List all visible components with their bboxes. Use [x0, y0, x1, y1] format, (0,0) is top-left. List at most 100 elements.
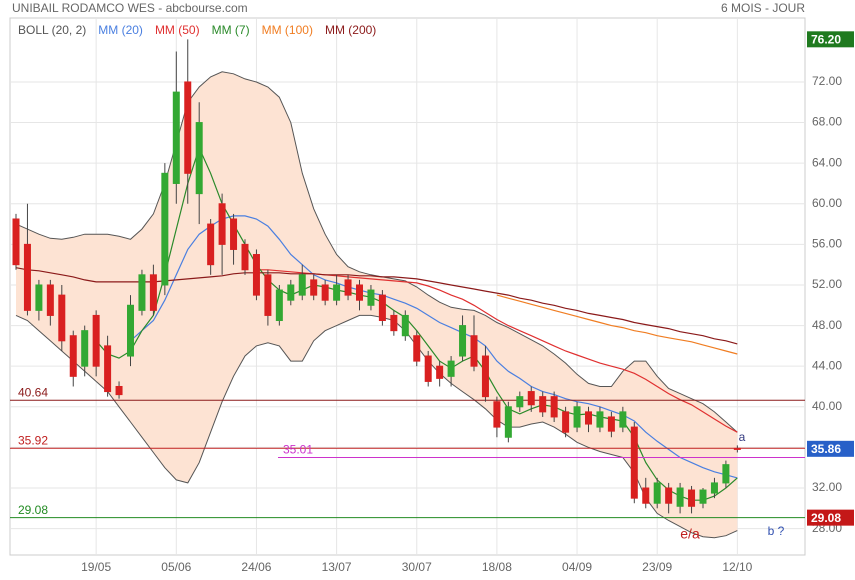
candle-body [688, 489, 696, 507]
candle-body [264, 274, 272, 316]
chart-title: UNIBAIL RODAMCO WES - abcbourse.com [12, 1, 248, 15]
y-tick-label: 40.00 [812, 399, 842, 413]
price-tag-label: 35.86 [811, 442, 841, 456]
candle-body [69, 335, 77, 377]
candle-body [733, 447, 741, 450]
candle-body [710, 482, 718, 494]
candle-body [630, 426, 638, 499]
candle-body [310, 279, 318, 296]
candle-body [241, 243, 249, 271]
candle-body [596, 411, 604, 428]
candle-body [619, 411, 627, 428]
candle-body [195, 122, 203, 195]
candle-body [207, 223, 215, 266]
level-label: 35.92 [18, 433, 48, 447]
x-tick-label: 13/07 [322, 560, 352, 574]
x-tick-label: 04/09 [562, 560, 592, 574]
candle-body [562, 411, 570, 433]
candle-body [92, 314, 100, 367]
candle-body [172, 91, 180, 184]
y-tick-label: 60.00 [812, 196, 842, 210]
candle-body [642, 487, 650, 504]
candle-body [275, 289, 283, 322]
y-tick-label: 64.00 [812, 155, 842, 169]
candle-body [287, 284, 295, 301]
candle-body [161, 172, 169, 286]
y-tick-label: 32.00 [812, 480, 842, 494]
candle-body [607, 416, 615, 432]
x-tick-label: 12/10 [722, 560, 752, 574]
legend-item: MM (100) [262, 23, 313, 37]
candle-body [321, 284, 329, 301]
candle-body [138, 274, 146, 311]
legend-item: MM (7) [212, 23, 250, 37]
candle-body [539, 396, 547, 413]
candle-body [12, 218, 20, 266]
price-tag [807, 31, 854, 48]
candle-body [722, 464, 730, 484]
level-label: 40.64 [18, 385, 48, 399]
price-tag [807, 509, 854, 526]
candle-body [184, 81, 192, 174]
candle-body [127, 304, 134, 357]
candle-body [115, 385, 123, 396]
level-label: 35.01 [283, 443, 313, 457]
candle-body [356, 284, 363, 301]
candle-body [149, 274, 157, 311]
candle-body [527, 391, 535, 406]
x-tick-label: 23/09 [642, 560, 672, 574]
candle-body [81, 330, 89, 367]
candle-body [653, 482, 661, 504]
candle-body [459, 325, 467, 357]
candle-body [378, 294, 386, 322]
legend-item: MM (20) [98, 23, 143, 37]
candle-body [676, 487, 684, 507]
y-tick-label: 52.00 [812, 277, 842, 291]
ma-line [15, 267, 738, 345]
y-tick-label: 44.00 [812, 358, 842, 372]
candle-body [413, 335, 421, 362]
x-tick-label: 05/06 [161, 560, 191, 574]
candle-body [104, 345, 112, 393]
candle-body [401, 314, 409, 337]
annotation: e/a [680, 526, 700, 542]
candle-body [424, 355, 432, 382]
candle-body [504, 406, 512, 438]
annotation: a [739, 430, 746, 444]
price-tag-label: 76.20 [811, 32, 841, 46]
legend-item: BOLL (20, 2) [18, 23, 86, 37]
candle-body [481, 355, 489, 398]
y-tick-label: 72.00 [812, 74, 842, 88]
x-tick-label: 19/05 [81, 560, 111, 574]
x-tick-label: 30/07 [402, 560, 432, 574]
candle-body [699, 489, 707, 504]
candle-body [470, 335, 478, 367]
legend-item: MM (50) [155, 23, 200, 37]
candle-body [585, 411, 592, 425]
candle-body [58, 294, 66, 342]
bollinger-lower [15, 314, 738, 539]
x-tick-label: 18/08 [482, 560, 512, 574]
candle-body [252, 254, 260, 296]
chart-subtitle: 6 MOIS - JOUR [721, 1, 805, 15]
candle-body [218, 203, 226, 245]
candle-body [447, 360, 455, 377]
candle-body [436, 365, 444, 379]
y-tick-label: 56.00 [812, 237, 842, 251]
ma-line [496, 294, 738, 355]
annotation: b ? [768, 524, 785, 538]
price-tag [807, 440, 854, 457]
x-tick-label: 24/06 [241, 560, 271, 574]
candle-body [665, 487, 673, 504]
candle-body [550, 396, 558, 418]
candle-body [333, 284, 341, 301]
y-tick-label: 48.00 [812, 318, 842, 332]
candle-body [230, 218, 238, 250]
candle-body [516, 396, 524, 408]
candle-body [573, 406, 581, 428]
candle-body [298, 274, 306, 296]
ma-line [130, 215, 738, 479]
level-label: 29.08 [18, 503, 48, 517]
